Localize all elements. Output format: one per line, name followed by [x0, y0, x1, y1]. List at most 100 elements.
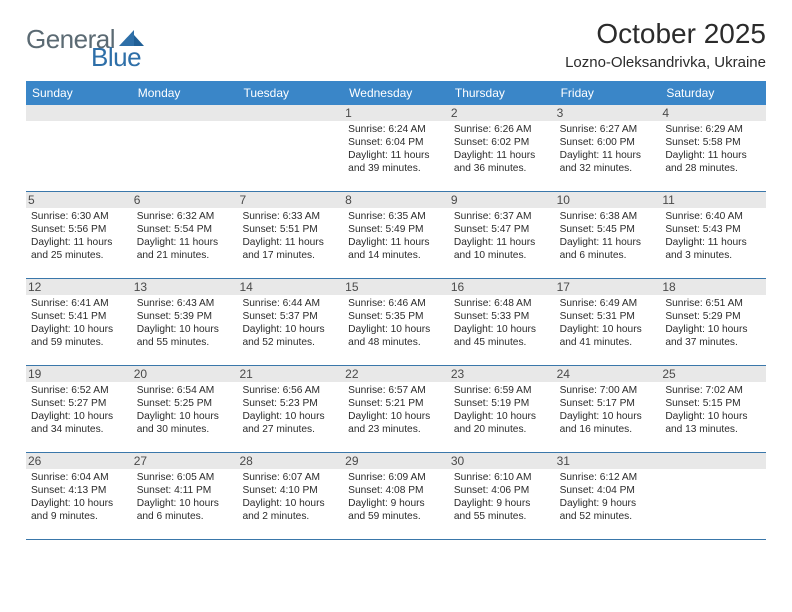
- day-number: 6: [132, 192, 238, 208]
- day-number: 17: [555, 279, 661, 295]
- dow-wednesday: Wednesday: [343, 81, 449, 105]
- day-number: 28: [237, 453, 343, 469]
- dow-monday: Monday: [132, 81, 238, 105]
- day-13: 13Sunrise: 6:43 AMSunset: 5:39 PMDayligh…: [132, 279, 238, 365]
- day-3: 3 Sunrise: 6:27 AMSunset: 6:00 PMDaylight…: [555, 105, 661, 191]
- day-22: 22 Sunrise: 6:57 AMSunset: 5:21 PMDayligh…: [343, 366, 449, 452]
- day-details: Sunrise: 6:29 AMSunset: 5:58 PMDaylight:…: [665, 123, 761, 175]
- day-details: Sunrise: 6:04 AMSunset: 4:13 PMDaylight:…: [31, 471, 127, 523]
- day-number: 21: [237, 366, 343, 382]
- day-6: 6Sunrise: 6:32 AMSunset: 5:54 PMDaylight…: [132, 192, 238, 278]
- day-20: 20 Sunrise: 6:54 AMSunset: 5:25 PMDayligh…: [132, 366, 238, 452]
- day-details: Sunrise: 6:59 AMSunset: 5:19 PMDaylight:…: [454, 384, 550, 436]
- day-5: 5 Sunrise: 6:30 AMSunset: 5:56 PMDaylight…: [26, 192, 132, 278]
- dow-header-row: SundayMondayTuesdayWednesdayThursdayFrid…: [26, 81, 766, 105]
- day-number: [237, 105, 343, 121]
- day-number: 11: [660, 192, 766, 208]
- day-details: Sunrise: 6:30 AMSunset: 5:56 PMDaylight:…: [31, 210, 127, 262]
- day-number: 12: [26, 279, 132, 295]
- day-number: 19: [26, 366, 132, 382]
- week-row: 5 Sunrise: 6:30 AMSunset: 5:56 PMDaylight…: [26, 192, 766, 279]
- day-empty: [660, 453, 766, 539]
- day-number: 22: [343, 366, 449, 382]
- day-details: Sunrise: 6:52 AMSunset: 5:27 PMDaylight:…: [31, 384, 127, 436]
- dow-saturday: Saturday: [660, 81, 766, 105]
- day-21: 21 Sunrise: 6:56 AMSunset: 5:23 PMDayligh…: [237, 366, 343, 452]
- day-27: 27 Sunrise: 6:05 AMSunset: 4:11 PMDayligh…: [132, 453, 238, 539]
- day-15: 15 Sunrise: 6:46 AMSunset: 5:35 PMDayligh…: [343, 279, 449, 365]
- day-details: Sunrise: 6:57 AMSunset: 5:21 PMDaylight:…: [348, 384, 444, 436]
- day-details: Sunrise: 7:00 AMSunset: 5:17 PMDaylight:…: [560, 384, 656, 436]
- day-details: Sunrise: 6:56 AMSunset: 5:23 PMDaylight:…: [242, 384, 338, 436]
- day-details: Sunrise: 6:27 AMSunset: 6:00 PMDaylight:…: [560, 123, 656, 175]
- day-number: 14: [237, 279, 343, 295]
- day-number: 25: [660, 366, 766, 382]
- day-24: 24 Sunrise: 7:00 AMSunset: 5:17 PMDayligh…: [555, 366, 661, 452]
- day-number: 9: [449, 192, 555, 208]
- logo: General Blue: [26, 24, 199, 55]
- day-details: Sunrise: 6:33 AMSunset: 5:51 PMDaylight:…: [242, 210, 338, 262]
- day-28: 28 Sunrise: 6:07 AMSunset: 4:10 PMDayligh…: [237, 453, 343, 539]
- calendar: SundayMondayTuesdayWednesdayThursdayFrid…: [26, 81, 766, 540]
- day-25: 25 Sunrise: 7:02 AMSunset: 5:15 PMDayligh…: [660, 366, 766, 452]
- day-19: 19 Sunrise: 6:52 AMSunset: 5:27 PMDayligh…: [26, 366, 132, 452]
- day-8: 8Sunrise: 6:35 AMSunset: 5:49 PMDaylight…: [343, 192, 449, 278]
- day-26: 26 Sunrise: 6:04 AMSunset: 4:13 PMDayligh…: [26, 453, 132, 539]
- dow-friday: Friday: [555, 81, 661, 105]
- day-details: Sunrise: 6:09 AMSunset: 4:08 PMDaylight:…: [348, 471, 444, 523]
- day-29: 29Sunrise: 6:09 AMSunset: 4:08 PMDayligh…: [343, 453, 449, 539]
- day-number: 27: [132, 453, 238, 469]
- day-number: 13: [132, 279, 238, 295]
- day-7: 7 Sunrise: 6:33 AMSunset: 5:51 PMDaylight…: [237, 192, 343, 278]
- day-number: 20: [132, 366, 238, 382]
- day-details: Sunrise: 6:38 AMSunset: 5:45 PMDaylight:…: [560, 210, 656, 262]
- day-details: Sunrise: 6:07 AMSunset: 4:10 PMDaylight:…: [242, 471, 338, 523]
- day-2: 2Sunrise: 6:26 AMSunset: 6:02 PMDaylight…: [449, 105, 555, 191]
- day-number: 15: [343, 279, 449, 295]
- day-number: 26: [26, 453, 132, 469]
- day-details: Sunrise: 6:12 AMSunset: 4:04 PMDaylight:…: [560, 471, 656, 523]
- logo-text-blue: Blue: [91, 42, 141, 73]
- day-details: Sunrise: 6:40 AMSunset: 5:43 PMDaylight:…: [665, 210, 761, 262]
- day-9: 9 Sunrise: 6:37 AMSunset: 5:47 PMDaylight…: [449, 192, 555, 278]
- day-details: Sunrise: 6:26 AMSunset: 6:02 PMDaylight:…: [454, 123, 550, 175]
- day-23: 23 Sunrise: 6:59 AMSunset: 5:19 PMDayligh…: [449, 366, 555, 452]
- day-empty: [132, 105, 238, 191]
- day-14: 14 Sunrise: 6:44 AMSunset: 5:37 PMDayligh…: [237, 279, 343, 365]
- day-details: Sunrise: 6:37 AMSunset: 5:47 PMDaylight:…: [454, 210, 550, 262]
- day-empty: [237, 105, 343, 191]
- day-number: 4: [660, 105, 766, 121]
- day-details: Sunrise: 7:02 AMSunset: 5:15 PMDaylight:…: [665, 384, 761, 436]
- dow-tuesday: Tuesday: [237, 81, 343, 105]
- day-number: 31: [555, 453, 661, 469]
- day-details: Sunrise: 6:44 AMSunset: 5:37 PMDaylight:…: [242, 297, 338, 349]
- day-number: 7: [237, 192, 343, 208]
- day-details: Sunrise: 6:05 AMSunset: 4:11 PMDaylight:…: [137, 471, 233, 523]
- day-details: Sunrise: 6:54 AMSunset: 5:25 PMDaylight:…: [137, 384, 233, 436]
- day-number: 10: [555, 192, 661, 208]
- day-empty: [26, 105, 132, 191]
- day-number: [26, 105, 132, 121]
- dow-thursday: Thursday: [449, 81, 555, 105]
- day-31: 31 Sunrise: 6:12 AMSunset: 4:04 PMDayligh…: [555, 453, 661, 539]
- day-details: Sunrise: 6:41 AMSunset: 5:41 PMDaylight:…: [31, 297, 127, 349]
- day-number: [660, 453, 766, 469]
- day-details: Sunrise: 6:35 AMSunset: 5:49 PMDaylight:…: [348, 210, 444, 262]
- day-number: 30: [449, 453, 555, 469]
- day-details: Sunrise: 6:10 AMSunset: 4:06 PMDaylight:…: [454, 471, 550, 523]
- day-details: Sunrise: 6:24 AMSunset: 6:04 PMDaylight:…: [348, 123, 444, 175]
- day-number: 23: [449, 366, 555, 382]
- day-11: 11 Sunrise: 6:40 AMSunset: 5:43 PMDayligh…: [660, 192, 766, 278]
- day-details: Sunrise: 6:46 AMSunset: 5:35 PMDaylight:…: [348, 297, 444, 349]
- day-number: 5: [26, 192, 132, 208]
- day-details: Sunrise: 6:51 AMSunset: 5:29 PMDaylight:…: [665, 297, 761, 349]
- day-number: 24: [555, 366, 661, 382]
- week-row: 26 Sunrise: 6:04 AMSunset: 4:13 PMDayligh…: [26, 453, 766, 540]
- day-1: 1Sunrise: 6:24 AMSunset: 6:04 PMDaylight…: [343, 105, 449, 191]
- day-number: [132, 105, 238, 121]
- location: Lozno-Oleksandrivka, Ukraine: [565, 54, 766, 71]
- week-row: 1Sunrise: 6:24 AMSunset: 6:04 PMDaylight…: [26, 105, 766, 192]
- day-number: 3: [555, 105, 661, 121]
- week-row: 19 Sunrise: 6:52 AMSunset: 5:27 PMDayligh…: [26, 366, 766, 453]
- day-18: 18Sunrise: 6:51 AMSunset: 5:29 PMDayligh…: [660, 279, 766, 365]
